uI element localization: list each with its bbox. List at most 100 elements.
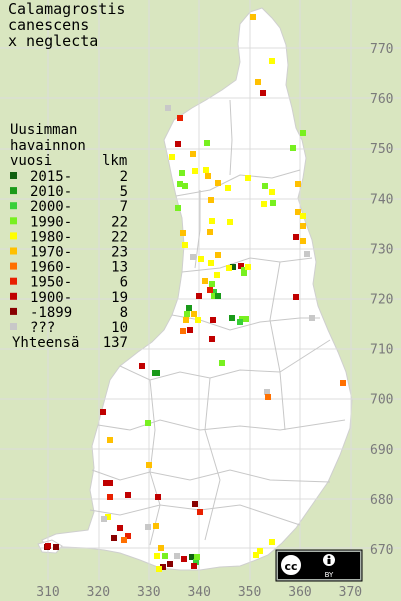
legend-year-label: 1970-: [30, 245, 72, 261]
observation-square: [207, 229, 213, 235]
x-tick-label: 340: [187, 585, 210, 600]
observation-square: [107, 494, 113, 500]
legend-count: 2: [120, 169, 128, 185]
observation-square: [300, 213, 306, 219]
legend-swatch: [10, 292, 17, 300]
legend-swatch: [10, 172, 17, 179]
observation-square: [53, 544, 59, 550]
observation-square: [181, 556, 187, 562]
observation-square: [101, 516, 107, 522]
observation-square: [270, 200, 276, 206]
observation-square: [210, 317, 216, 323]
observation-square: [189, 554, 195, 560]
y-tick-label: 770: [370, 42, 393, 57]
observation-square: [190, 151, 196, 157]
observation-square: [183, 317, 189, 323]
legend-count: 10: [111, 320, 128, 336]
observation-square: [158, 545, 164, 551]
observation-square: [208, 197, 214, 203]
legend-count: 6: [120, 275, 128, 291]
observation-square: [215, 180, 221, 186]
legend-swatch: [10, 247, 17, 255]
observation-square: [295, 209, 301, 215]
observation-square: [180, 328, 186, 334]
observation-square: [194, 554, 200, 560]
observation-square: [214, 272, 220, 278]
legend-count: 13: [111, 260, 128, 276]
observation-square: [245, 264, 251, 270]
observation-square: [197, 509, 203, 515]
legend-count: 5: [120, 184, 128, 200]
y-tick-label: 670: [370, 543, 393, 558]
observation-square: [300, 130, 306, 136]
legend-year-label: 2010-: [30, 184, 72, 200]
observation-square: [107, 437, 113, 443]
legend-count: 7: [120, 199, 128, 215]
observation-square: [139, 363, 145, 369]
legend-header-line-2: havainnon: [10, 138, 86, 154]
observation-square: [229, 315, 235, 321]
observation-square: [146, 462, 152, 468]
legend-year-label: 1900-: [30, 290, 72, 306]
observation-square: [257, 548, 263, 554]
legend-count: 8: [120, 305, 128, 321]
observation-square: [219, 360, 225, 366]
observation-square: [191, 563, 197, 569]
observation-square: [196, 293, 202, 299]
x-tick-label: 350: [238, 585, 261, 600]
observation-square: [208, 260, 214, 266]
observation-square: [186, 305, 192, 311]
observation-square: [204, 140, 210, 146]
cc-by-license-badge: cc BY: [275, 549, 363, 582]
legend-year-label: 1990-: [30, 214, 72, 230]
observation-square: [117, 525, 123, 531]
observation-square: [177, 181, 183, 187]
observation-square: [195, 317, 201, 323]
observation-square: [269, 539, 275, 545]
legend-swatch: [10, 217, 17, 225]
observation-square: [209, 281, 215, 287]
legend-swatch: [10, 277, 17, 285]
observation-square: [340, 380, 346, 386]
observation-square: [300, 223, 306, 229]
observation-square: [202, 278, 208, 284]
observation-square: [215, 252, 221, 258]
observation-square: [145, 420, 151, 426]
legend-year-label: 2015-: [30, 169, 72, 185]
observation-square: [211, 293, 217, 299]
observation-square: [175, 141, 181, 147]
legend: Uusimman havainnon vuosi lkm 2015- 2 2010-…: [10, 122, 128, 351]
observation-square: [191, 311, 197, 317]
legend-col-count: lkm: [102, 153, 127, 169]
observation-square: [211, 289, 217, 295]
observation-square: [293, 234, 299, 240]
observation-square: [304, 251, 310, 257]
observation-square: [203, 167, 209, 173]
observation-square: [182, 183, 188, 189]
observation-square: [237, 319, 243, 325]
legend-header-line-1: Uusimman: [10, 122, 77, 138]
observation-square: [187, 327, 193, 333]
observation-square: [179, 170, 185, 176]
observation-square: [192, 501, 198, 507]
y-tick-label: 680: [370, 493, 393, 508]
x-tick-label: 310: [36, 585, 59, 600]
y-tick-label: 740: [370, 192, 393, 207]
legend-col-year: vuosi: [10, 153, 52, 169]
observation-square: [238, 263, 244, 269]
observation-square: [103, 480, 109, 486]
observation-square: [184, 311, 190, 317]
y-tick-label: 700: [370, 393, 393, 408]
observation-square: [156, 566, 162, 572]
legend-swatch: [10, 187, 17, 195]
observation-square: [241, 270, 247, 276]
cc-icon: [279, 553, 303, 577]
legend-swatch: [10, 323, 17, 330]
legend-swatch: [10, 307, 17, 315]
y-tick-label: 710: [370, 343, 393, 358]
legend-year-label: 2000-: [30, 199, 72, 215]
legend-total-count: 137: [103, 335, 128, 351]
observation-square: [100, 409, 106, 415]
observation-square: [309, 315, 315, 321]
